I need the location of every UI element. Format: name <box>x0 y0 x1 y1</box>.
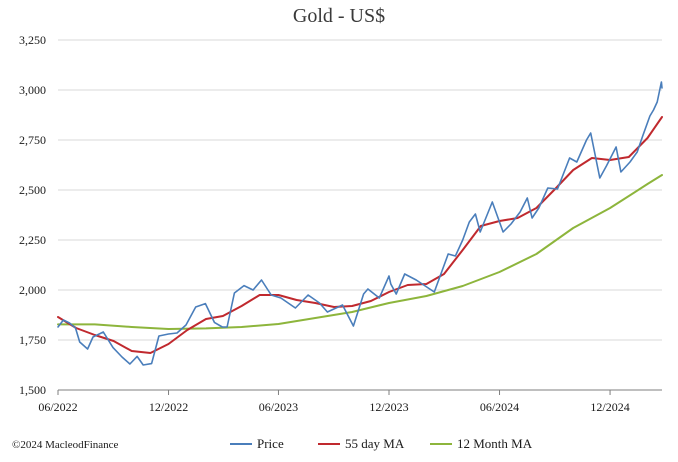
y-tick-label: 2,250 <box>19 233 46 247</box>
y-tick-label: 1,500 <box>19 383 46 397</box>
legend-item: 55 day MA <box>318 436 405 451</box>
series-line-55-day-ma <box>57 116 663 354</box>
legend-label: 55 day MA <box>345 436 405 451</box>
y-tick-label: 2,000 <box>19 283 46 297</box>
y-tick-label: 2,750 <box>19 133 46 147</box>
legend-label: Price <box>257 436 284 451</box>
chart-title: Gold - US$ <box>293 5 385 27</box>
legend-item: 12 Month MA <box>430 436 533 451</box>
x-tick-label: 06/2023 <box>259 400 298 414</box>
y-tick-label: 1,750 <box>19 333 46 347</box>
y-tick-label: 2,500 <box>19 183 46 197</box>
x-tick-label: 12/2022 <box>149 400 188 414</box>
x-tick-label: 06/2024 <box>480 400 519 414</box>
axes: 1,500 1,750 2,000 2,250 2,500 2,750 3,000 3,250… <box>19 33 662 414</box>
copyright-text: ©2024 MacleodFinance <box>12 439 119 451</box>
series-line-12-month-ma <box>57 174 663 330</box>
y-tick-label: 3,250 <box>19 33 46 47</box>
gridlines <box>58 39 662 341</box>
x-tick-label: 06/2022 <box>38 400 77 414</box>
x-tick-label: 12/2024 <box>590 400 629 414</box>
series-line-price <box>57 81 663 366</box>
x-tick-label: 12/2023 <box>369 400 408 414</box>
legend-item: Price <box>230 436 284 451</box>
legend: Price 55 day MA 12 Month MA <box>230 436 533 451</box>
y-tick-label: 3,000 <box>19 83 46 97</box>
legend-label: 12 Month MA <box>457 436 533 451</box>
series-lines <box>57 81 663 366</box>
